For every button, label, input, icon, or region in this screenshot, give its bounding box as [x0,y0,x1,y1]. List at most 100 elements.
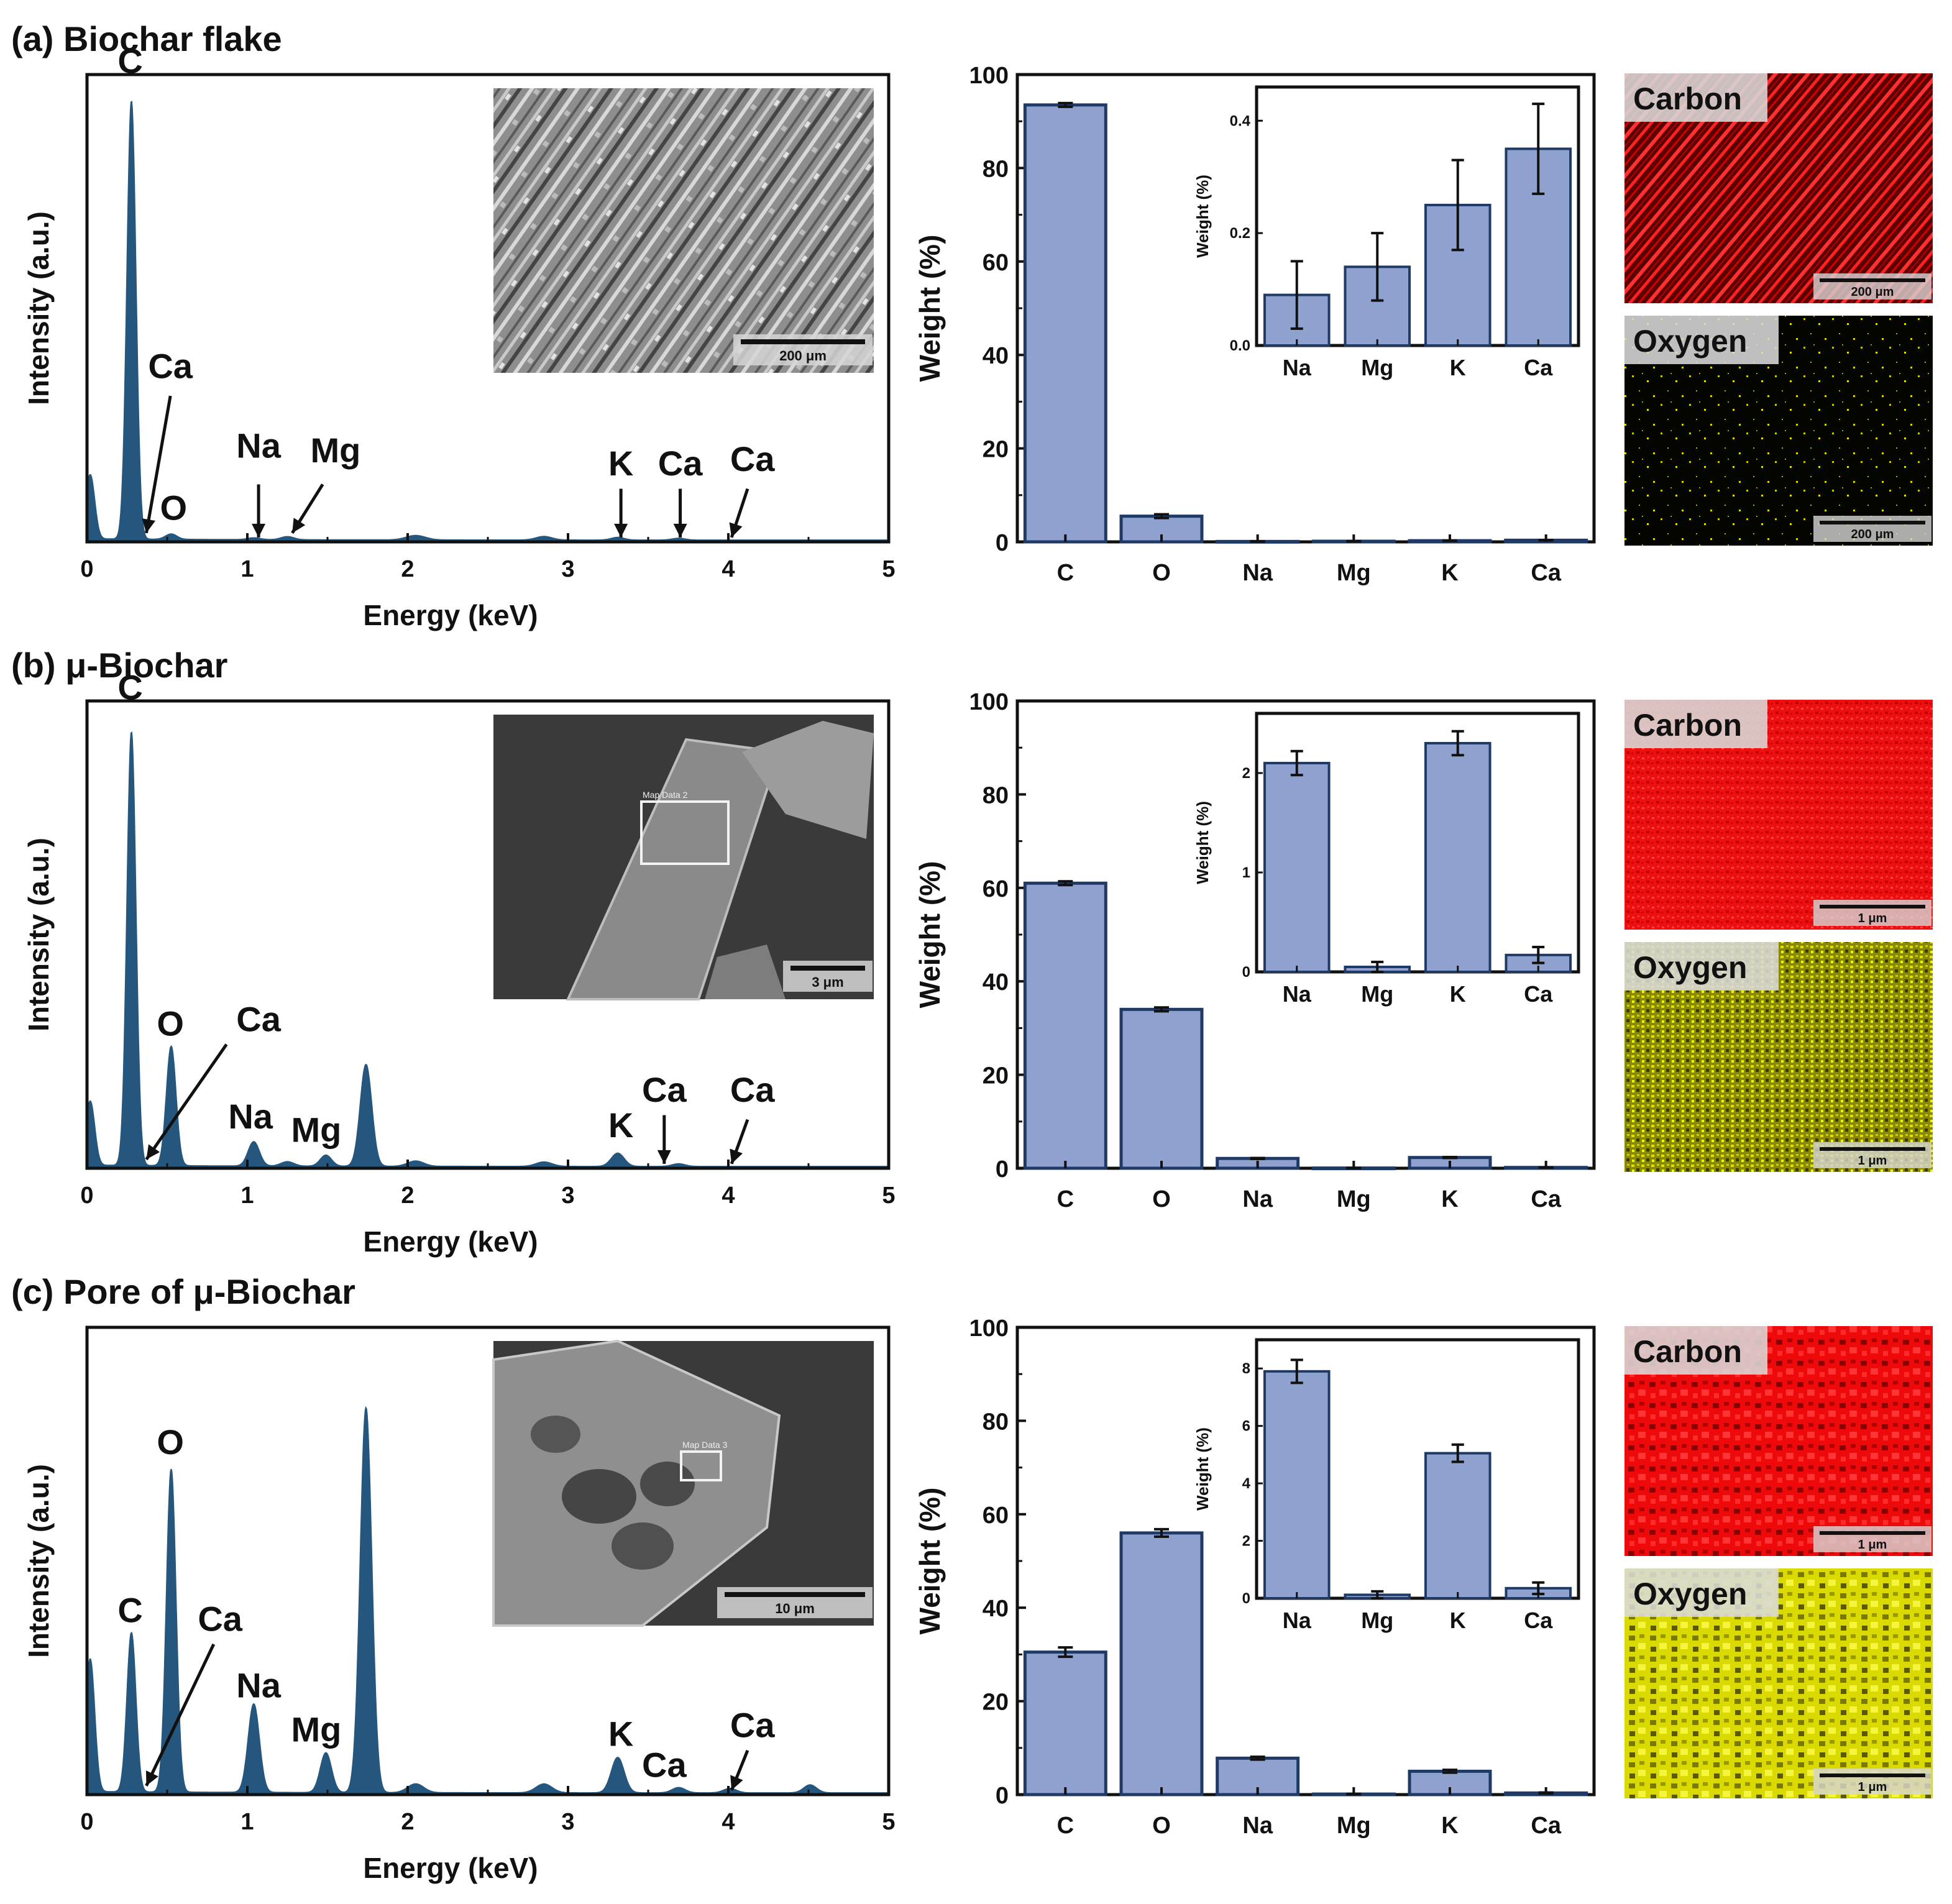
annotation-arrow-head [730,1148,743,1164]
map-scale-label: 200 μm [1851,285,1894,299]
category-label-ca: Ca [1531,560,1561,586]
x-tick-label: 0 [80,1809,93,1835]
map-scale-box [1813,273,1931,300]
map-scale-label: 1 μm [1858,1780,1887,1794]
category-label-o: O [1152,1813,1171,1839]
sem-fragment [742,721,874,839]
bar-o [1119,1007,1204,1170]
sem-pore [562,1469,636,1524]
category-label-k: K [1441,560,1459,586]
map-scale-bar [1820,278,1925,282]
inset-category-label-ca: Ca [1524,1608,1553,1633]
peak-label-c: C [117,41,142,80]
map-scale-bar [1820,1774,1925,1777]
peak-label-mg: Mg [291,1710,342,1749]
panel-a: (a) Biochar flake 0 1 2 3 4 5 Energy (keV) Inten… [11,19,1933,631]
sem-scale-label: 3 μm [812,974,843,990]
peak-label-na: Na [236,426,281,465]
annotation-arrow-head [657,1150,671,1164]
panel-title: (c) Pore of μ-Biochar [11,1272,355,1311]
oxygen-map-label-box [1624,316,1779,364]
peak-label-k: K [608,1714,633,1754]
category-label-c: C [1057,1186,1074,1212]
peak-label-ca: Ca [642,1746,687,1785]
sem-pore [612,1522,674,1570]
peak-label-ca: Ca [198,1600,242,1639]
category-label-na: Na [1242,1186,1273,1212]
inset-category-label-k: K [1450,1608,1466,1633]
y-tick-label: 40 [983,343,1009,369]
inset-bar-na [1263,1370,1331,1600]
inset-y-axis-label: Weight (%) [1193,801,1212,884]
y-tick-label: 0 [996,530,1009,556]
y-tick-label: 80 [983,1409,1009,1435]
x-tick-label: 4 [722,556,735,582]
inset-category-label-na: Na [1283,355,1312,380]
inset-y-tick-label: 0.4 [1230,112,1251,129]
element-maps: Carbon 200 μm Oxygen 200 μm [1624,73,1933,546]
peak-label-k: K [608,1105,633,1145]
peak-label-o: O [157,1004,184,1043]
panel-b: (b) μ-Biochar 0 1 2 3 4 5 Energy (keV) Intensity… [11,646,1933,1258]
inset-bar-chart: 0 2 4 6 8 Weight (%) Na Mg K Ca [1193,1338,1580,1633]
annotation-arrow-head [729,522,743,538]
weight-y-axis-label: Weight (%) [914,235,946,382]
annotation-arrow-line [144,395,172,534]
element-maps: Carbon 1 μm Oxygen 1 μm [1624,1326,1933,1798]
y-tick-label: 60 [983,1503,1009,1529]
map-scale-label: 200 μm [1851,528,1894,541]
y-tick-label: 100 [969,1316,1009,1342]
y-axis-label: Intensity (a.u.) [22,1464,55,1658]
inset-category-label-mg: Mg [1361,981,1393,1007]
x-tick-label: 3 [561,1809,574,1835]
y-tick-label: 40 [983,969,1009,995]
x-tick-label: 0 [80,556,93,582]
y-axis-label: Intensity (a.u.) [22,211,55,405]
peak-label-mg: Mg [310,431,360,470]
annotation-arrow-head [146,1144,160,1160]
x-axis-label: Energy (keV) [363,1225,538,1258]
x-axis-label: Energy (keV) [363,599,538,631]
inset-y-tick-label: 8 [1242,1360,1250,1377]
y-tick-label: 0 [996,1156,1009,1183]
x-tick-label: 1 [241,1809,254,1835]
sem-image-background [493,88,874,373]
annotation-arrow-head [145,1770,158,1786]
map-scale-label: 1 μm [1858,1538,1887,1552]
y-tick-label: 0 [996,1783,1009,1809]
oxygen-map-label: Oxygen [1633,1577,1747,1611]
map-scale-label: 1 μm [1858,1154,1887,1168]
eds-spectrum-chart: 0 1 2 3 4 5 Energy (keV) Intensity (a.u.) C Ca O Na… [22,41,896,631]
inset-y-tick-label: 1 [1242,864,1250,881]
sem-fragment [705,945,786,999]
inset-category-label-mg: Mg [1361,355,1393,380]
bar-o [1119,515,1204,544]
annotation-arrow-head [614,523,628,538]
sem-scale-bar [725,1592,865,1597]
peak-label-c: C [117,1590,142,1629]
y-tick-label: 40 [983,1596,1009,1622]
bar-o [1119,1531,1204,1796]
map-scale-label: 1 μm [1858,912,1887,925]
x-tick-label: 1 [241,556,254,582]
annotation-arrow-head [730,1775,743,1790]
peak-label-o: O [160,488,188,527]
sem-scale-bar [790,966,865,971]
peak-label-ca: Ca [730,1705,775,1744]
peak-label-na: Na [228,1097,273,1136]
category-label-na: Na [1242,1813,1273,1839]
sem-pore [640,1462,695,1506]
x-axis-label: Energy (keV) [363,1852,538,1884]
eds-spectrum-chart: 0 1 2 3 4 5 Energy (keV) Intensity (a.u.) C O Ca Na… [22,667,896,1258]
annotation-arrow-head [292,518,306,533]
element-maps: Carbon 1 μm Oxygen 1 μm [1624,700,1933,1172]
inset-y-tick-label: 0 [1242,964,1250,981]
bar-c [1023,103,1107,544]
peak-label-ca: Ca [642,1070,687,1109]
inset-y-tick-label: 6 [1242,1418,1250,1435]
carbon-map-label: Carbon [1633,1334,1742,1369]
x-tick-label: 2 [401,556,414,582]
weight-y-axis-label: Weight (%) [914,1488,946,1635]
